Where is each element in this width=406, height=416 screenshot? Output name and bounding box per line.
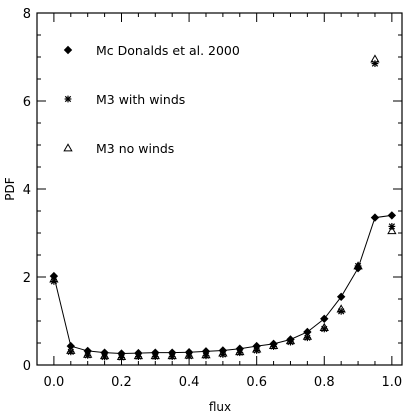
data-point-diamond (303, 328, 311, 336)
diamond-shape (67, 342, 75, 350)
diamond-shape (64, 46, 72, 54)
y-tick-label: 8 (23, 7, 31, 22)
data-point-diamond (354, 264, 362, 272)
data-point-diamond (100, 348, 108, 356)
data-point-asterisk (338, 308, 345, 315)
legend-marker-triangle (64, 144, 72, 151)
y-axis-title: PDF (3, 177, 17, 200)
diamond-shape (117, 349, 125, 357)
data-point-diamond (117, 349, 125, 357)
y-tick-label: 2 (23, 271, 31, 286)
diamond-shape (371, 213, 379, 221)
diamond-shape (252, 342, 260, 350)
legend-label: Mc Donalds et al. 2000 (96, 43, 240, 58)
legend-label: M3 no winds (96, 141, 174, 156)
y-tick-label: 4 (23, 183, 31, 198)
diamond-shape (337, 293, 345, 301)
diamond-shape (151, 348, 159, 356)
diamond-shape (202, 347, 210, 355)
tick-labels: 0.0 0.2 0.4 0.6 0.8 1.0 0 2 4 6 8 (23, 7, 402, 390)
data-point-diamond (337, 293, 345, 301)
diamond-shape (185, 348, 193, 356)
legend-marker-diamond (64, 46, 72, 54)
data-point-diamond (83, 347, 91, 355)
data-point-asterisk (372, 60, 379, 67)
data-point-diamond (67, 342, 75, 350)
y-tick-label: 0 (23, 359, 31, 374)
legend: Mc Donalds et al. 2000 M3 with winds M3 no… (64, 43, 240, 156)
data-point-diamond (185, 348, 193, 356)
diamond-shape (168, 348, 176, 356)
diamond-shape (83, 347, 91, 355)
diamond-shape (236, 345, 244, 353)
data-point-diamond (151, 348, 159, 356)
legend-label: M3 with winds (96, 92, 185, 107)
plot-frame (37, 13, 402, 365)
data-point-diamond (252, 342, 260, 350)
data-point-diamond (320, 315, 328, 323)
data-point-diamond (236, 345, 244, 353)
data-point-asterisk (321, 326, 328, 333)
diamond-shape (219, 346, 227, 354)
diamond-shape (320, 315, 328, 323)
x-tick-label: 0.0 (44, 375, 65, 390)
legend-marker-asterisk (65, 96, 72, 103)
data-point-diamond (168, 348, 176, 356)
diamond-shape (354, 264, 362, 272)
diamond-shape (100, 348, 108, 356)
x-tick-label: 0.6 (246, 375, 267, 390)
data-point-asterisk (388, 223, 395, 230)
x-tick-label: 0.4 (179, 375, 200, 390)
x-axis-title: flux (209, 400, 231, 414)
series-line (54, 215, 392, 353)
y-tick-label: 6 (23, 95, 31, 110)
x-tick-label: 0.8 (314, 375, 335, 390)
x-tick-label: 1.0 (382, 375, 403, 390)
triangle-shape (64, 144, 72, 151)
data-point-diamond (219, 346, 227, 354)
axis-ticks (37, 13, 402, 365)
data-point-diamond (388, 211, 396, 219)
data-point-diamond (202, 347, 210, 355)
diamond-shape (388, 211, 396, 219)
data-point-diamond (371, 213, 379, 221)
x-tick-label: 0.2 (111, 375, 132, 390)
diamond-shape (303, 328, 311, 336)
